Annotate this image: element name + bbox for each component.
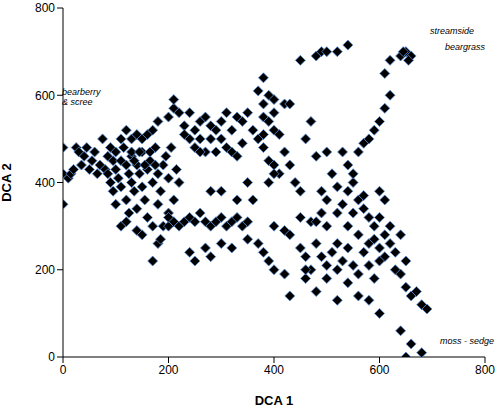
svg-text:600: 600 — [35, 89, 55, 103]
svg-text:DCA 2: DCA 2 — [8, 163, 14, 202]
svg-text:200: 200 — [35, 263, 55, 277]
html-text:bearberry & scree: bearberry & scree — [62, 87, 101, 107]
svg-text:400: 400 — [35, 176, 55, 190]
svg-text:800: 800 — [475, 363, 492, 377]
svg-text:0: 0 — [48, 350, 55, 364]
html-text:beargrass: beargrass — [445, 42, 485, 52]
svg-text:800: 800 — [35, 1, 55, 15]
html-text:streamside: streamside — [430, 26, 474, 36]
svg-text:0: 0 — [60, 363, 67, 377]
svg-text:400: 400 — [264, 363, 284, 377]
svg-text:200: 200 — [158, 363, 178, 377]
html-text:moss - sedge: moss - sedge — [440, 336, 494, 346]
svg-text:600: 600 — [369, 363, 389, 377]
svg-text:DCA 1: DCA 1 — [255, 393, 294, 408]
